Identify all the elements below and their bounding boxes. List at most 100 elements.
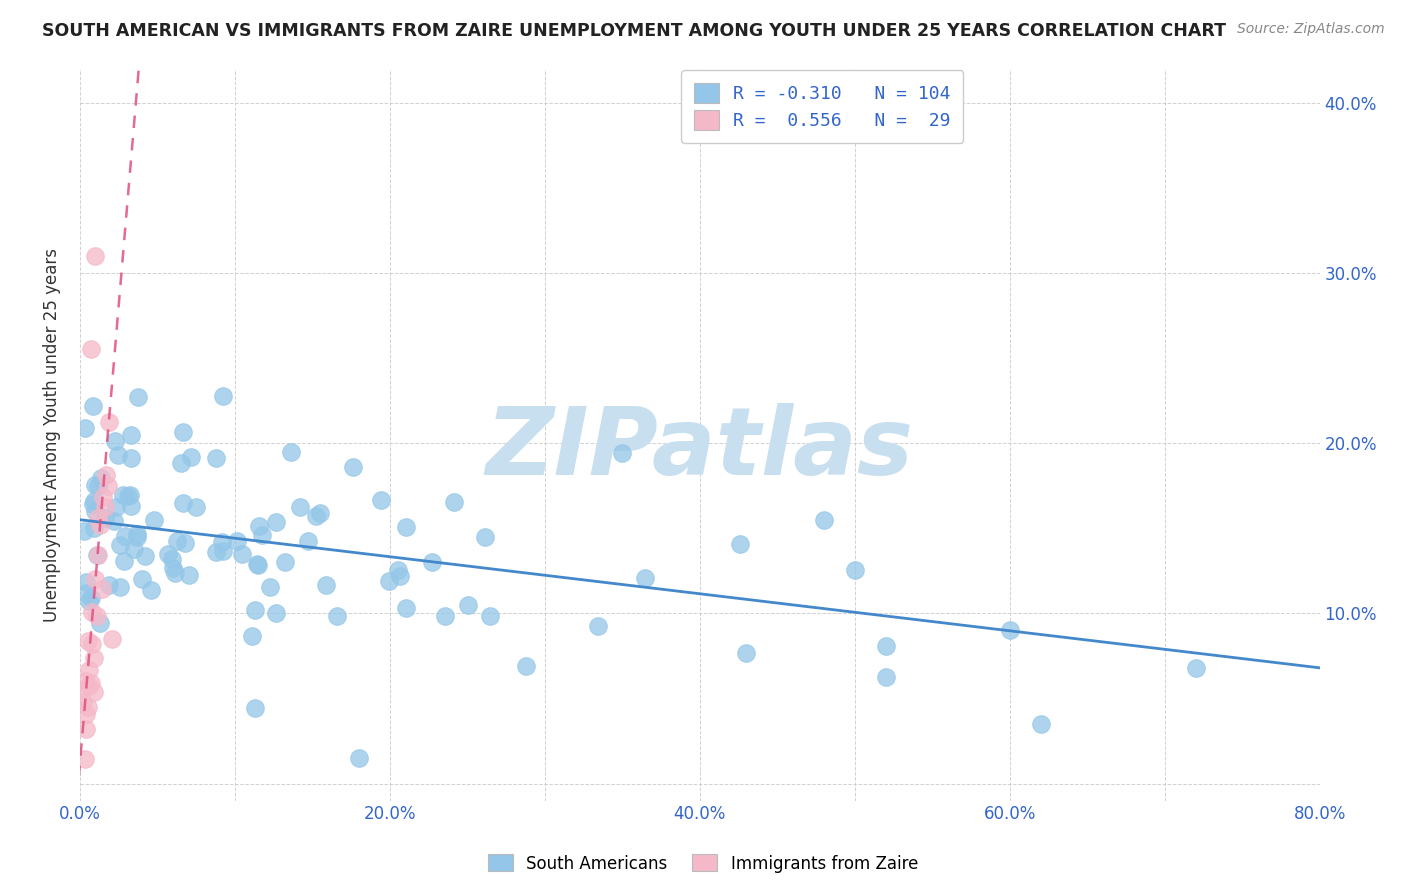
Point bbox=[420, 555, 443, 569]
Legend: R = -0.310   N = 104, R =  0.556   N =  29: R = -0.310 N = 104, R = 0.556 N = 29 bbox=[681, 70, 963, 143]
Point bbox=[90, 582, 112, 597]
Point bbox=[103, 514, 125, 528]
Point bbox=[134, 549, 156, 563]
Point bbox=[111, 488, 134, 502]
Point bbox=[205, 450, 228, 465]
Point bbox=[83, 494, 105, 508]
Point bbox=[166, 534, 188, 549]
Point bbox=[634, 571, 657, 585]
Point bbox=[104, 434, 127, 448]
Point bbox=[457, 598, 479, 612]
Point bbox=[120, 499, 142, 513]
Point bbox=[443, 495, 465, 509]
Point bbox=[117, 489, 139, 503]
Point bbox=[347, 751, 370, 765]
Legend: South Americans, Immigrants from Zaire: South Americans, Immigrants from Zaire bbox=[481, 847, 925, 880]
Point bbox=[388, 568, 411, 582]
Point bbox=[80, 676, 103, 690]
Point bbox=[77, 679, 100, 693]
Point bbox=[108, 538, 131, 552]
Point bbox=[84, 249, 107, 263]
Point bbox=[87, 548, 110, 562]
Point bbox=[297, 534, 319, 549]
Point bbox=[82, 638, 104, 652]
Point bbox=[315, 578, 337, 592]
Point bbox=[243, 603, 266, 617]
Point bbox=[94, 510, 117, 524]
Point bbox=[120, 450, 142, 465]
Text: Source: ZipAtlas.com: Source: ZipAtlas.com bbox=[1237, 22, 1385, 37]
Point bbox=[72, 695, 94, 709]
Point bbox=[610, 446, 633, 460]
Point bbox=[156, 547, 179, 561]
Point bbox=[165, 566, 187, 580]
Point bbox=[91, 490, 114, 504]
Point bbox=[120, 428, 142, 442]
Point bbox=[274, 555, 297, 569]
Point bbox=[83, 650, 105, 665]
Point bbox=[478, 609, 501, 624]
Point bbox=[101, 632, 124, 646]
Point bbox=[73, 752, 96, 766]
Point bbox=[79, 593, 101, 607]
Point bbox=[212, 389, 235, 403]
Point bbox=[84, 572, 107, 586]
Point bbox=[172, 425, 194, 439]
Point bbox=[264, 516, 287, 530]
Point bbox=[96, 467, 118, 482]
Point bbox=[252, 528, 274, 542]
Point bbox=[586, 619, 609, 633]
Point bbox=[474, 529, 496, 543]
Point bbox=[104, 500, 127, 514]
Point bbox=[264, 606, 287, 620]
Point bbox=[84, 504, 107, 518]
Point bbox=[325, 608, 347, 623]
Point bbox=[73, 421, 96, 435]
Point bbox=[728, 537, 751, 551]
Point bbox=[184, 500, 207, 514]
Point bbox=[75, 722, 97, 736]
Point bbox=[84, 478, 107, 492]
Point bbox=[288, 500, 311, 515]
Point bbox=[89, 616, 111, 631]
Point bbox=[127, 530, 149, 544]
Point bbox=[378, 574, 401, 588]
Point bbox=[87, 511, 110, 525]
Point bbox=[240, 630, 263, 644]
Point bbox=[107, 448, 129, 462]
Point bbox=[1029, 717, 1052, 731]
Point bbox=[114, 529, 136, 543]
Point bbox=[89, 517, 111, 532]
Point bbox=[110, 580, 132, 594]
Point bbox=[70, 682, 93, 697]
Point bbox=[305, 509, 328, 524]
Point bbox=[80, 591, 103, 605]
Point bbox=[735, 646, 758, 660]
Point bbox=[127, 527, 149, 541]
Point bbox=[309, 506, 332, 520]
Point bbox=[82, 497, 104, 511]
Point bbox=[247, 558, 270, 573]
Point bbox=[83, 521, 105, 535]
Point bbox=[86, 548, 108, 562]
Point bbox=[395, 520, 418, 534]
Point bbox=[77, 663, 100, 677]
Point bbox=[80, 343, 103, 357]
Point bbox=[280, 445, 302, 459]
Point bbox=[73, 524, 96, 539]
Point bbox=[211, 535, 233, 549]
Point bbox=[112, 554, 135, 568]
Point bbox=[170, 456, 193, 470]
Point bbox=[142, 513, 165, 527]
Point bbox=[875, 639, 897, 653]
Point bbox=[162, 561, 184, 575]
Point bbox=[97, 578, 120, 592]
Y-axis label: Unemployment Among Youth under 25 years: Unemployment Among Youth under 25 years bbox=[44, 248, 60, 622]
Point bbox=[433, 609, 456, 624]
Point bbox=[75, 585, 97, 599]
Point bbox=[162, 551, 184, 566]
Point bbox=[387, 563, 409, 577]
Point bbox=[813, 513, 835, 527]
Point bbox=[174, 536, 197, 550]
Point bbox=[211, 544, 233, 558]
